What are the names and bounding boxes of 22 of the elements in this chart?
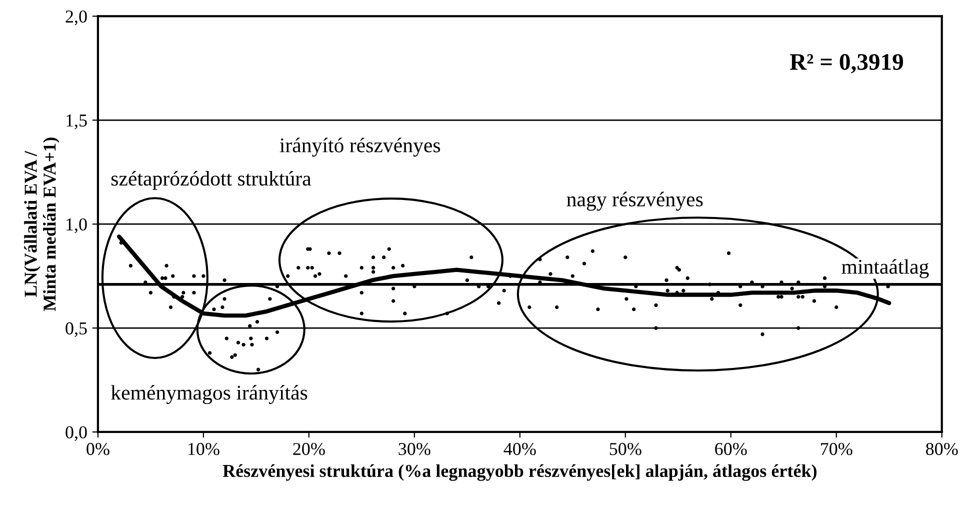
x-tick-label: 40% [504,442,536,456]
annotation: irányító részvényes [280,138,440,157]
x-axis-title: Részvényesi struktúra (%a legnagyobb részvényes[ek] alapján, átlagos érték) [222,464,816,481]
y-tick-label: 1,5 [66,114,87,130]
annotation: nagy részvényes [566,192,703,211]
annotation: keménymagos irányítás [111,385,308,404]
y-tick-label: 0,0 [66,426,87,442]
x-tick-label: 50% [610,442,642,456]
annotation: R² = 0,3919 [790,54,904,74]
x-tick-label: 20% [293,442,325,456]
y-tick-label: 1,0 [66,218,87,234]
x-tick-label: 0% [86,442,110,456]
x-tick-label: 30% [398,442,430,456]
x-tick-label: 70% [821,442,852,456]
y-tick-label: 0,5 [66,322,87,338]
ref-line-label: mintaátlag [842,259,929,278]
x-tick-label: 60% [715,442,747,456]
y-axis-title: LN(Vállalati EVA / Minta medián EVA+1) [24,138,60,312]
x-tick-label: 10% [188,442,220,456]
annotation: szétaprózódott struktúra [111,170,312,190]
x-tick-label: 80% [926,442,958,456]
y-tick-label: 2,0 [66,10,87,26]
